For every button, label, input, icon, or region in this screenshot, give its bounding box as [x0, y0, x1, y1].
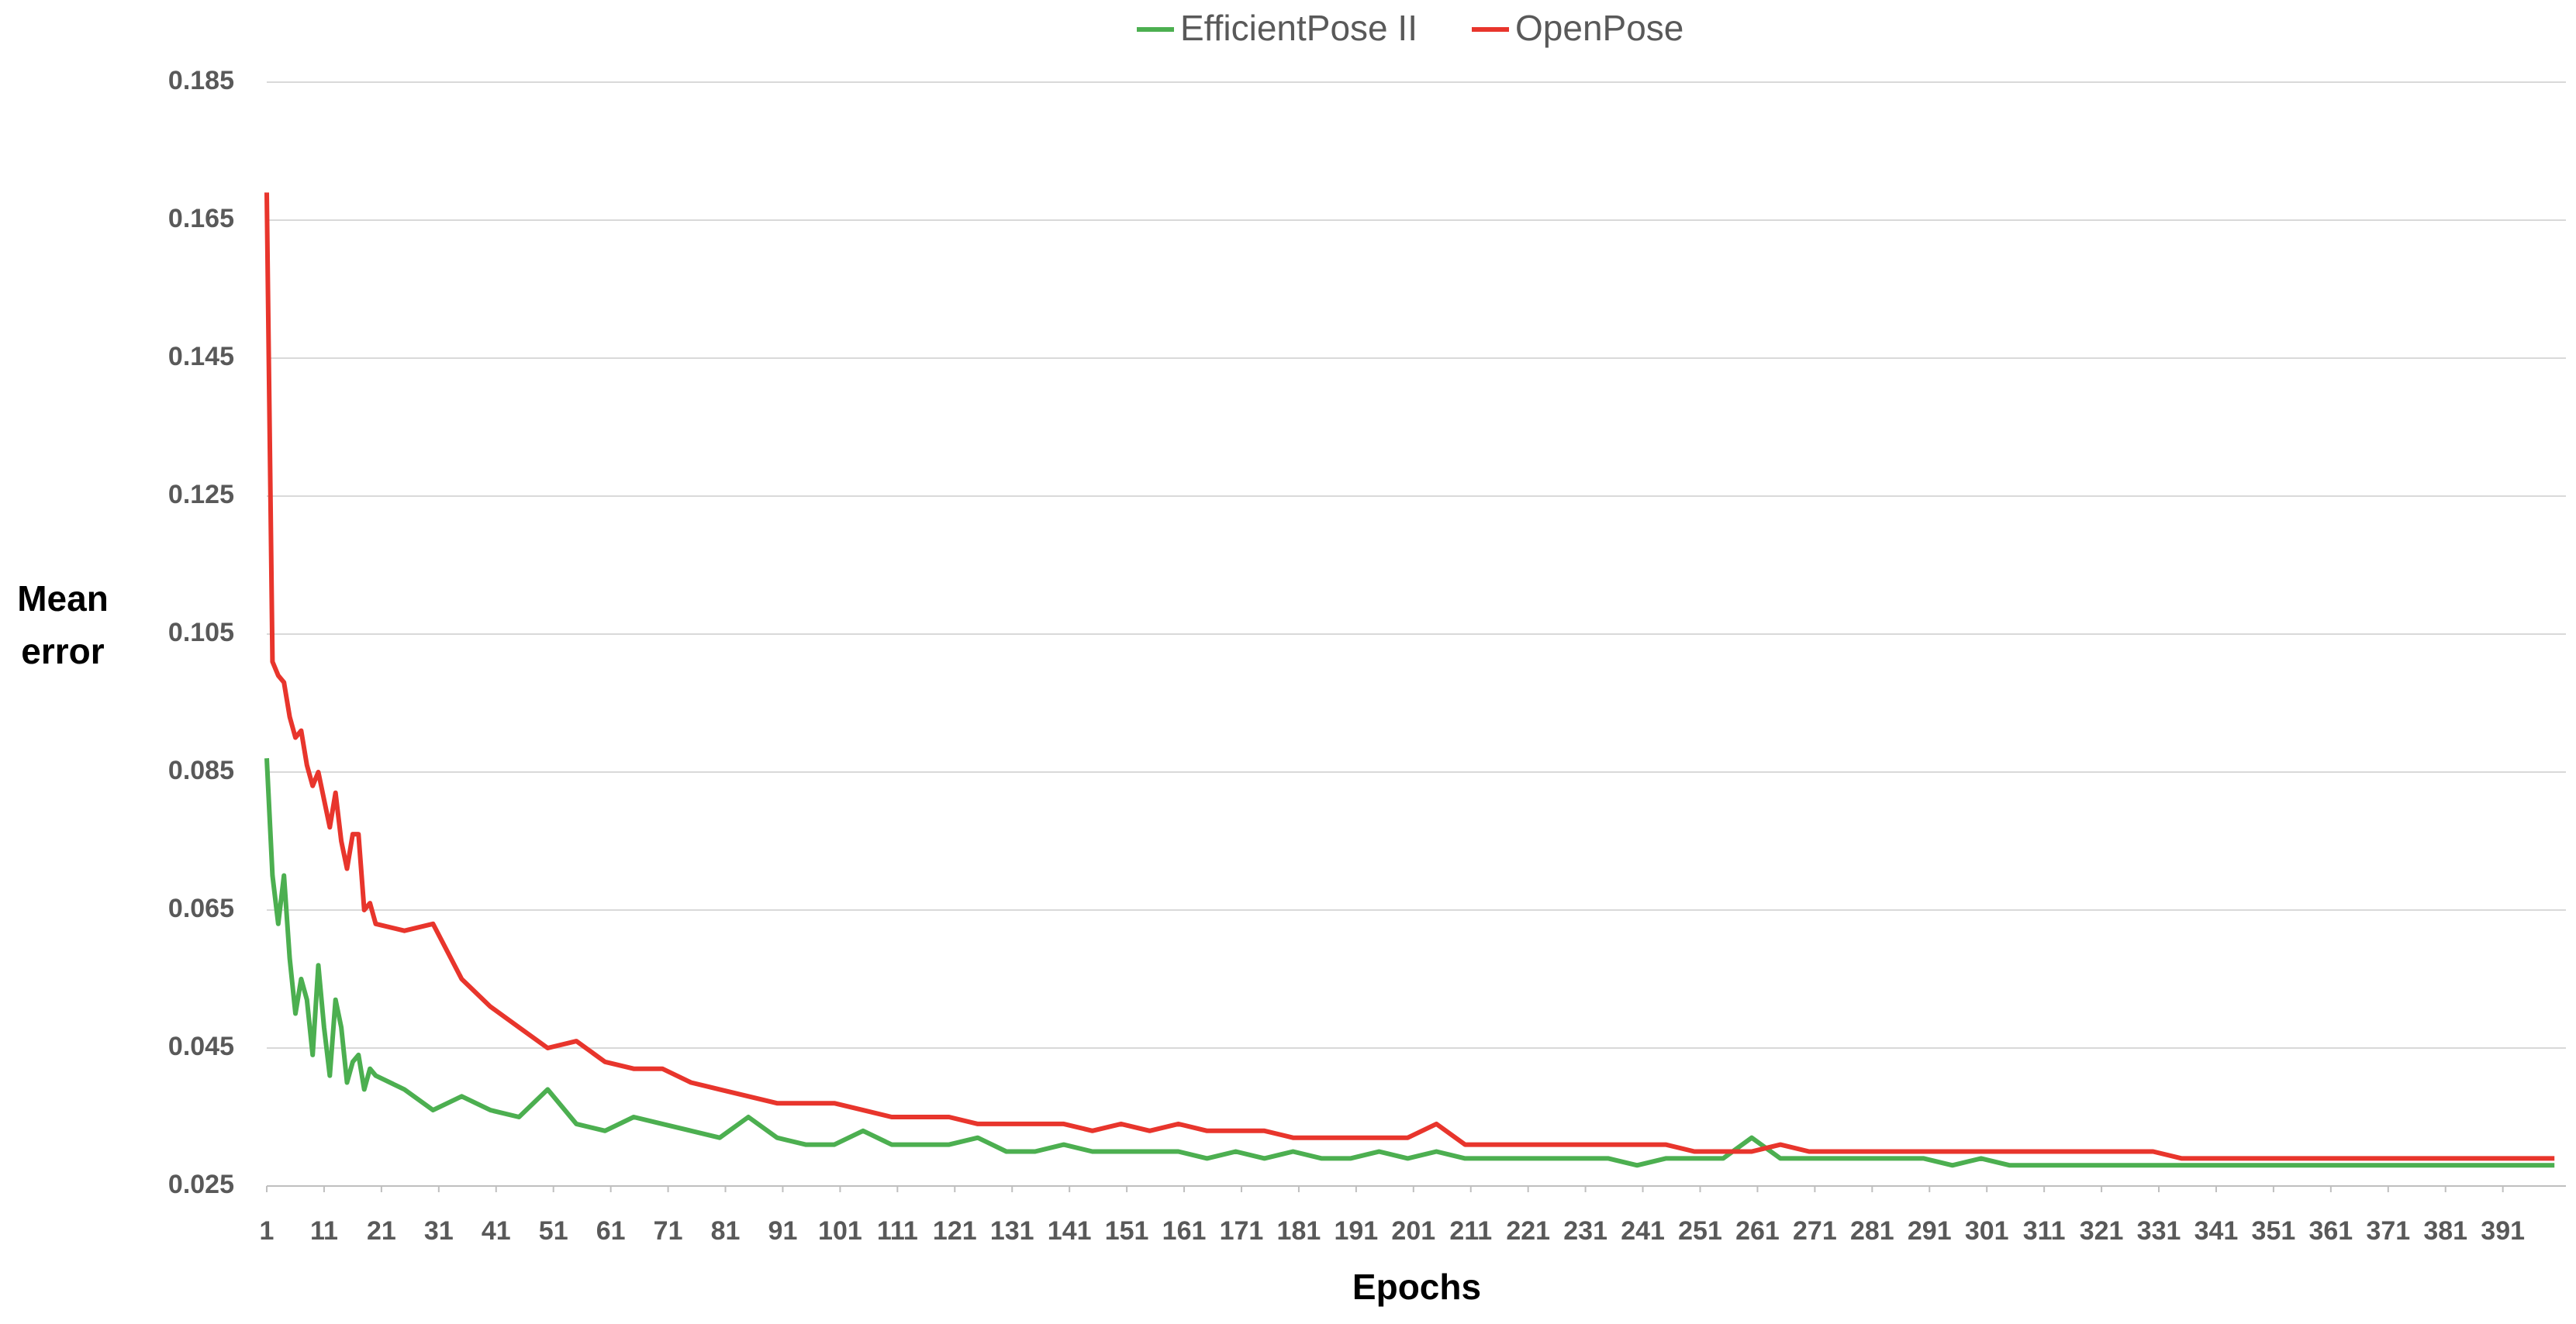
legend-label: EfficientPose II [1180, 8, 1417, 48]
series-line [264, 192, 2555, 1161]
x-tick-label: 281 [1850, 1216, 1894, 1246]
x-tick-label: 261 [1735, 1216, 1780, 1246]
y-tick-label: 0.125 [168, 480, 234, 509]
x-tick-label: 101 [818, 1216, 862, 1246]
x-tick-label: 221 [1506, 1216, 1550, 1246]
x-tick-label: 141 [1048, 1216, 1092, 1246]
x-tick-label: 71 [654, 1216, 683, 1246]
x-tick-label: 111 [877, 1216, 918, 1246]
x-tick-label: 381 [2423, 1216, 2467, 1246]
x-tick-label: 161 [1162, 1216, 1207, 1246]
series-line [264, 758, 2555, 1168]
x-tick-label: 341 [2194, 1216, 2239, 1246]
x-tick-label: 301 [1965, 1216, 2009, 1246]
x-tick-label: 1 [260, 1216, 275, 1246]
x-tick-label: 391 [2481, 1216, 2525, 1246]
x-tick-label: 201 [1391, 1216, 1435, 1246]
x-tick-label: 131 [990, 1216, 1034, 1246]
x-tick-label: 61 [596, 1216, 626, 1246]
x-tick-label: 151 [1105, 1216, 1149, 1246]
y-axis-title: error [21, 631, 104, 671]
x-tick-label: 321 [2080, 1216, 2124, 1246]
y-tick-label: 0.165 [168, 204, 234, 233]
x-tick-label: 81 [711, 1216, 741, 1246]
y-tick-label: 0.065 [168, 894, 234, 923]
x-tick-label: 291 [1908, 1216, 1952, 1246]
x-tick-label: 371 [2366, 1216, 2410, 1246]
x-tick-label: 51 [539, 1216, 568, 1246]
y-tick-label: 0.145 [168, 342, 234, 371]
y-tick-label: 0.185 [168, 66, 234, 95]
y-tick-label: 0.105 [168, 618, 234, 647]
y-axis-title: Mean [17, 578, 109, 619]
x-tick-label: 11 [310, 1216, 338, 1246]
x-tick-label: 361 [2308, 1216, 2353, 1246]
x-tick-label: 331 [2137, 1216, 2181, 1246]
x-tick-label: 171 [1220, 1216, 1264, 1246]
x-tick-label: 231 [1563, 1216, 1607, 1246]
x-axis-title: Epochs [1352, 1267, 1481, 1307]
x-tick-label: 211 [1449, 1216, 1492, 1246]
x-tick-label: 351 [2252, 1216, 2296, 1246]
legend-label: OpenPose [1515, 8, 1683, 48]
x-tick-label: 271 [1793, 1216, 1837, 1246]
x-tick-label: 21 [367, 1216, 396, 1246]
x-tick-label: 31 [424, 1216, 454, 1246]
x-tick-label: 121 [933, 1216, 977, 1246]
x-tick-label: 241 [1621, 1216, 1665, 1246]
y-tick-label: 0.085 [168, 756, 234, 785]
x-tick-label: 181 [1277, 1216, 1321, 1246]
x-tick-label: 91 [768, 1216, 798, 1246]
x-tick-label: 251 [1678, 1216, 1722, 1246]
x-tick-label: 311 [2023, 1216, 2066, 1246]
y-tick-label: 0.045 [168, 1032, 234, 1061]
y-tick-label: 0.025 [168, 1170, 234, 1199]
x-tick-label: 41 [482, 1216, 511, 1246]
x-tick-label: 191 [1334, 1216, 1378, 1246]
